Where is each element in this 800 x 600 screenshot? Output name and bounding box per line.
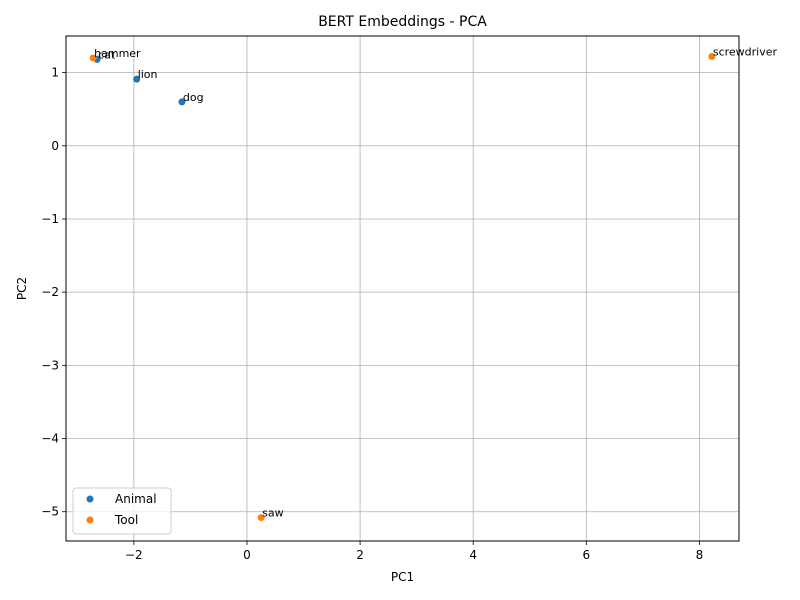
x-tick-label: −2 [125,548,143,562]
y-tick-label: −3 [41,358,59,372]
x-tick-label: 4 [469,548,477,562]
y-tick-label: −4 [41,432,59,446]
x-tick-label: 8 [696,548,704,562]
point-label-saw: saw [262,507,283,520]
y-tick-label: −1 [41,212,59,226]
y-tick-label: −2 [41,285,59,299]
x-tick-label: 6 [582,548,590,562]
legend: Animal Tool [72,487,172,535]
point-label-hammer: hammer [94,47,141,60]
point-saw [257,514,265,522]
point-dog [178,98,186,106]
data-points: cat lion dog hammer screwdriver saw [89,45,778,522]
x-axis-label: PC1 [391,570,414,584]
x-tick-label: 0 [243,548,251,562]
legend-label-animal: Animal [115,492,157,506]
legend-marker-animal [86,495,94,503]
point-lion [133,75,141,83]
y-axis-label: PC2 [15,277,29,300]
legend-marker-tool [86,516,94,524]
y-tick-label: 1 [51,66,59,80]
plot-frame [65,35,740,542]
x-axis: −2 0 2 4 6 8 [125,541,703,562]
x-tick-label: 2 [356,548,364,562]
grid-lines [66,36,739,541]
y-axis: −5 −4 −3 −2 −1 0 1 [41,66,66,519]
point-hammer [89,54,97,62]
point-label-lion: lion [138,68,158,81]
point-label-dog: dog [183,91,204,104]
point-label-screwdriver: screwdriver [713,45,778,58]
chart-title: BERT Embeddings - PCA [318,14,487,30]
point-label-cat: cat [98,48,116,61]
y-tick-label: −5 [41,505,59,519]
y-tick-label: 0 [51,139,59,153]
legend-label-tool: Tool [114,513,138,527]
legend-box [72,487,172,535]
point-screwdriver [708,52,716,60]
